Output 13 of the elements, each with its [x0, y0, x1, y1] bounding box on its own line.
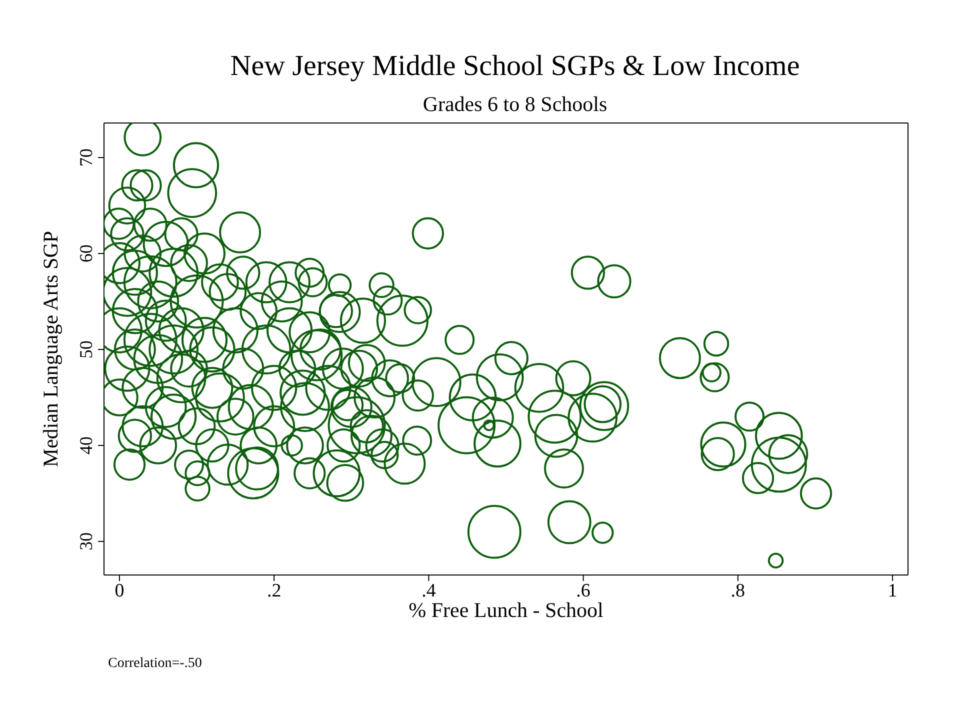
x-tick-label: .2	[266, 580, 282, 602]
y-tick-label: 40	[76, 436, 96, 454]
x-tick-label: 1	[888, 580, 898, 602]
y-tick-label: 30	[76, 532, 96, 550]
y-tick-label: 60	[76, 244, 96, 263]
x-tick-label: .8	[730, 580, 746, 602]
chart-title: New Jersey Middle School SGPs & Low Income	[229, 50, 801, 83]
y-tick-label: 70	[76, 148, 96, 167]
x-tick-label: 0	[114, 580, 124, 602]
text: Correlation=-.50	[108, 656, 202, 672]
y-tick-label: 50	[76, 340, 96, 358]
y-axis-title: Median Language Arts SGP	[38, 230, 62, 468]
chart-subtitle: Grades 6 to 8 Schools	[422, 92, 608, 117]
